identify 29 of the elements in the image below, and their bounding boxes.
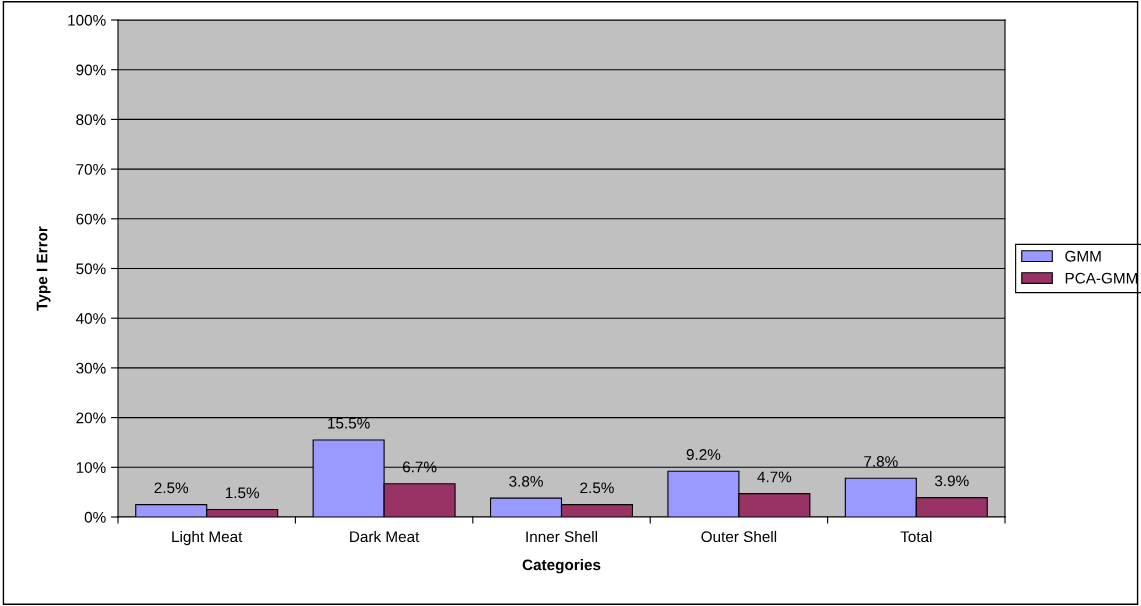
data-label: 1.5% — [225, 487, 260, 499]
data-label: 7.8% — [864, 456, 898, 467]
data-label: 3.9% — [934, 475, 969, 487]
data-label: 2.5% — [154, 482, 189, 494]
x-tick-label: Outer Shell — [701, 530, 777, 543]
y-tick-label: 0% — [84, 511, 106, 523]
y-tick-label: 10% — [76, 462, 106, 473]
y-tick-label: 30% — [76, 362, 106, 374]
y-tick-label: 100% — [68, 14, 106, 26]
y-tick-label: 80% — [76, 114, 106, 126]
data-label: 3.8% — [509, 475, 543, 487]
x-tick-label: Inner Shell — [526, 530, 597, 543]
data-label: 2.5% — [580, 482, 614, 494]
x-axis-title: Categories — [522, 559, 601, 574]
y-tick-label: 20% — [76, 412, 106, 424]
data-label: 15.5% — [328, 417, 370, 429]
legend-label: PCA-GMM — [1065, 272, 1138, 284]
data-label: 9.2% — [686, 449, 721, 460]
legend-label: GMM — [1065, 250, 1101, 262]
data-label: 4.7% — [757, 471, 792, 483]
y-tick-label: 90% — [76, 64, 106, 76]
y-tick-label: 40% — [75, 313, 106, 324]
y-tick-label: 60% — [76, 213, 106, 225]
x-tick-label: Total — [900, 530, 932, 543]
y-tick-label: 70% — [76, 163, 106, 175]
y-tick-label: 50% — [76, 263, 106, 275]
y-axis-title: Type I Error — [36, 226, 51, 311]
x-tick-label: Light Meat — [172, 530, 243, 546]
x-tick-label: Dark Meat — [350, 530, 420, 543]
